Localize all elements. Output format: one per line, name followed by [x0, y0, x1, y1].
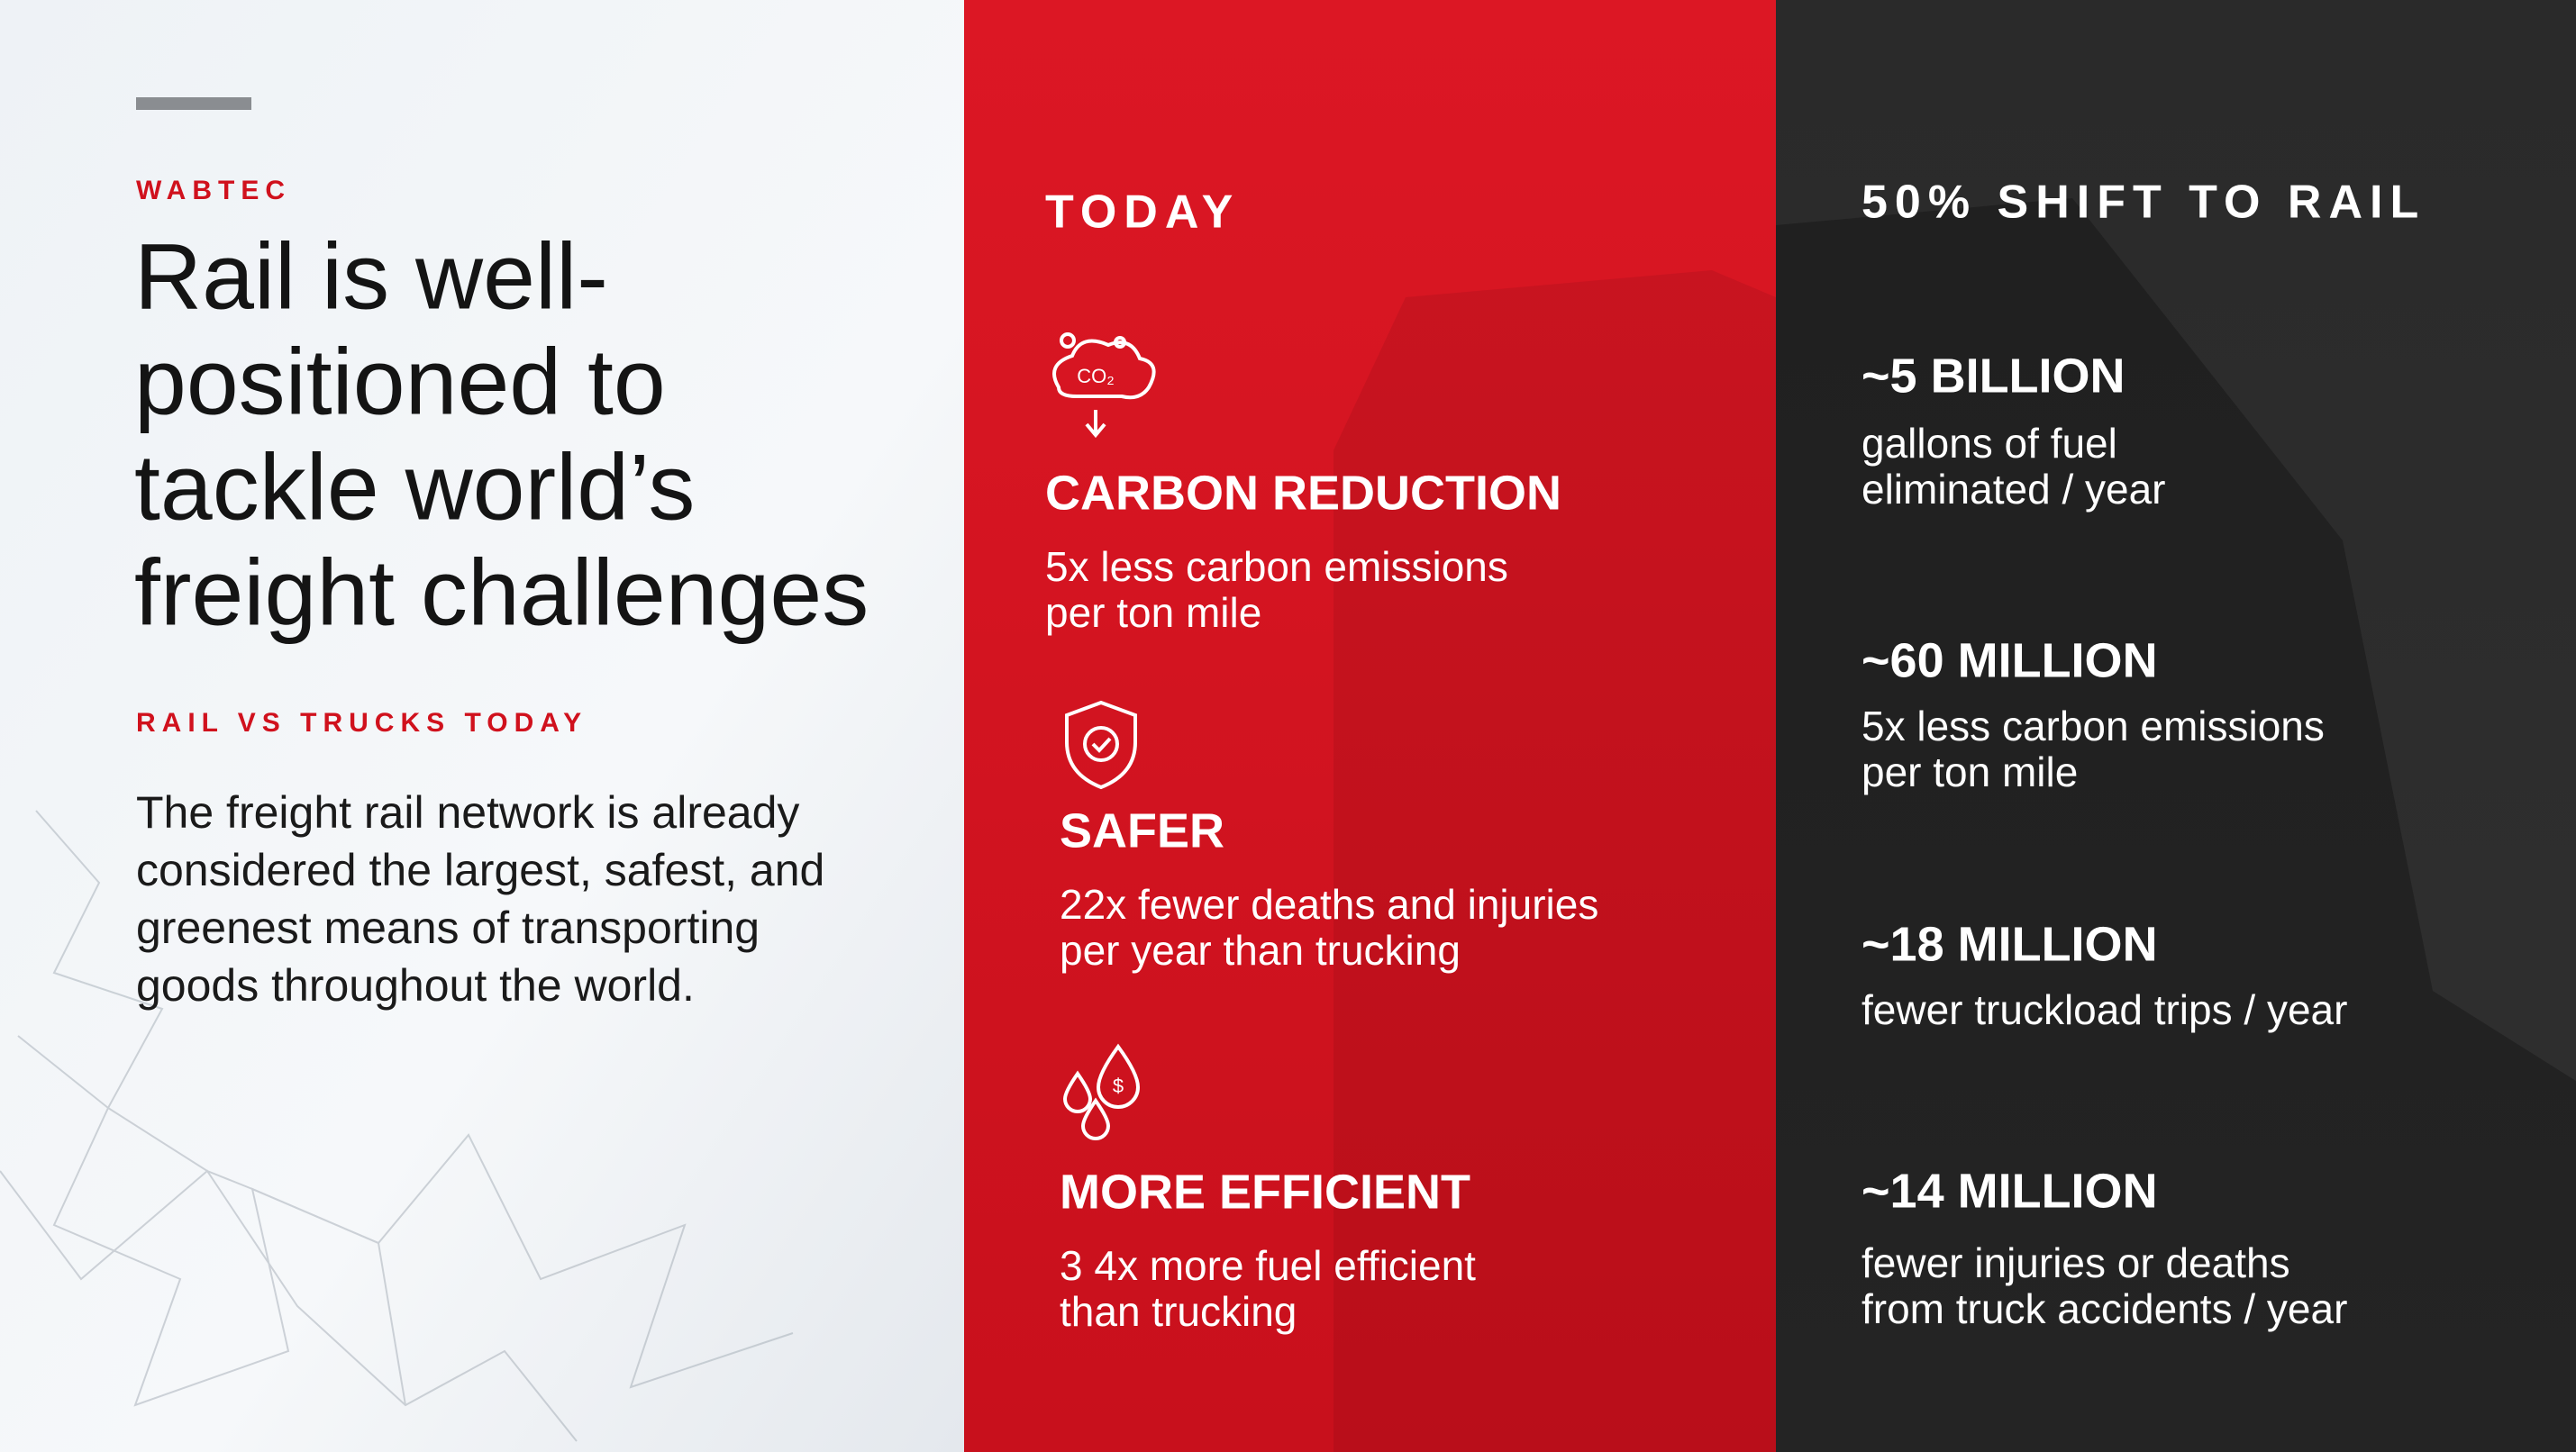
item-text: per ton mile [1045, 589, 1261, 636]
drops-icon [1062, 1043, 1141, 1140]
item-text: gallons of fuel [1861, 420, 2117, 467]
column-heading: TODAY [1045, 186, 1240, 239]
title-line: positioned to [134, 330, 666, 434]
item-title: ~5 BILLION [1861, 349, 2125, 403]
today-panel [964, 0, 1776, 1452]
body-line: The freight rail network is already [136, 787, 799, 838]
shield-icon [1065, 700, 1137, 790]
co2-label: CO₂ [1077, 365, 1115, 387]
co2-icon [1052, 332, 1156, 439]
brand: WABTEC [136, 176, 291, 205]
item-text: than trucking [1060, 1288, 1297, 1335]
item-title: CARBON REDUCTION [1045, 466, 1561, 520]
item-title: ~14 MILLION [1861, 1164, 2158, 1218]
title-line: Rail is well- [134, 224, 608, 329]
train-silhouette [1776, 198, 2576, 1452]
item-text: 5x less carbon emissions [1861, 703, 2325, 749]
item-title: MORE EFFICIENT [1060, 1165, 1470, 1219]
left-panel [0, 0, 964, 1452]
subtitle: RAIL VS TRUCKS TODAY [136, 708, 587, 738]
title-line: freight challenges [134, 540, 869, 645]
item-text: fewer truckload trips / year [1861, 986, 2347, 1033]
item-text: fewer injuries or deaths [1861, 1239, 2290, 1286]
item-text: 5x less carbon emissions [1045, 543, 1508, 590]
item-title: ~60 MILLION [1861, 633, 2158, 687]
column-heading: 50% SHIFT TO RAIL [1861, 177, 2426, 229]
body-line: greenest means of transporting [136, 903, 760, 953]
item-text: eliminated / year [1861, 466, 2166, 513]
item-text: 3 4x more fuel efficient [1060, 1242, 1476, 1289]
body-line: considered the largest, safest, and [136, 845, 824, 895]
accent-bar [136, 97, 251, 110]
train-silhouette [1334, 270, 1776, 1452]
item-text: per ton mile [1861, 749, 2078, 795]
item-title: ~18 MILLION [1861, 917, 2158, 971]
dollar-sign: $ [1113, 1075, 1124, 1097]
item-text: 22x fewer deaths and injuries [1060, 881, 1598, 928]
shift-panel [1776, 0, 2576, 1452]
body-line: goods throughout the world. [136, 960, 695, 1011]
network-decoration [0, 810, 794, 1442]
title-line: tackle world’s [134, 435, 695, 540]
item-title: SAFER [1060, 803, 1224, 858]
item-text: from truck accidents / year [1861, 1285, 2347, 1332]
item-text: per year than trucking [1060, 927, 1461, 974]
